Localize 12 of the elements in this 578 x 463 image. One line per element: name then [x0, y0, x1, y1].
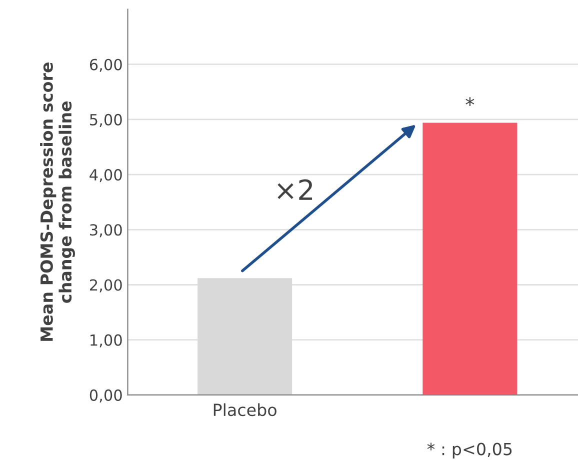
- text: * : p<0,05: [427, 442, 512, 459]
- annotation: *: [466, 97, 474, 106]
- y-tick-label: 0,00: [90, 389, 122, 403]
- x-tick-label: Placebo: [214, 403, 276, 416]
- y-tick-label: 5,00: [90, 114, 122, 128]
- y-tick-label: 1,00: [90, 334, 122, 348]
- annotation: ×2: [278, 179, 312, 200]
- y-tick-label: 6,00: [90, 58, 122, 72]
- y-tick-label: 3,00: [90, 224, 122, 238]
- y-axis-title: Mean POMS-Depression score change from baseline: [40, 62, 75, 341]
- y-tick-label: 4,00: [90, 169, 122, 182]
- y-tick-label: 2,00: [90, 279, 122, 292]
